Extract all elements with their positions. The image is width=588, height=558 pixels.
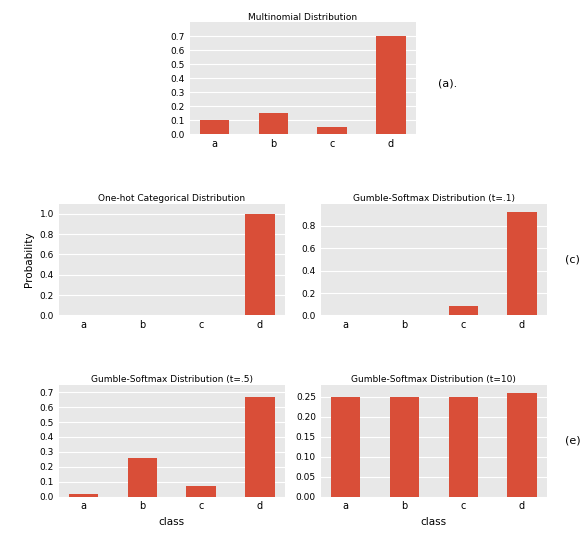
Y-axis label: Probability: Probability xyxy=(24,232,34,287)
Text: (c): (c) xyxy=(565,254,580,264)
Bar xyxy=(507,213,537,315)
Text: (a).: (a). xyxy=(439,79,457,89)
Bar xyxy=(449,306,478,315)
Bar xyxy=(69,494,98,497)
Bar xyxy=(259,113,288,134)
Bar xyxy=(376,36,406,134)
Text: (e): (e) xyxy=(565,436,580,446)
Title: Multinomial Distribution: Multinomial Distribution xyxy=(248,12,358,22)
Bar xyxy=(318,127,347,134)
Title: One-hot Categorical Distribution: One-hot Categorical Distribution xyxy=(98,194,245,203)
Bar xyxy=(331,397,360,497)
Bar xyxy=(128,458,157,497)
Bar xyxy=(245,397,275,497)
Bar xyxy=(390,397,419,497)
Bar xyxy=(507,393,537,497)
Bar xyxy=(200,120,229,134)
X-axis label: class: class xyxy=(159,517,185,527)
Bar xyxy=(449,397,478,497)
Title: Gumble-Softmax Distribution (t=10): Gumble-Softmax Distribution (t=10) xyxy=(352,375,516,384)
Bar xyxy=(245,214,275,315)
X-axis label: class: class xyxy=(421,517,447,527)
Title: Gumble-Softmax Distribution (t=.1): Gumble-Softmax Distribution (t=.1) xyxy=(353,194,515,203)
Bar xyxy=(186,486,216,497)
Title: Gumble-Softmax Distribution (t=.5): Gumble-Softmax Distribution (t=.5) xyxy=(91,375,253,384)
